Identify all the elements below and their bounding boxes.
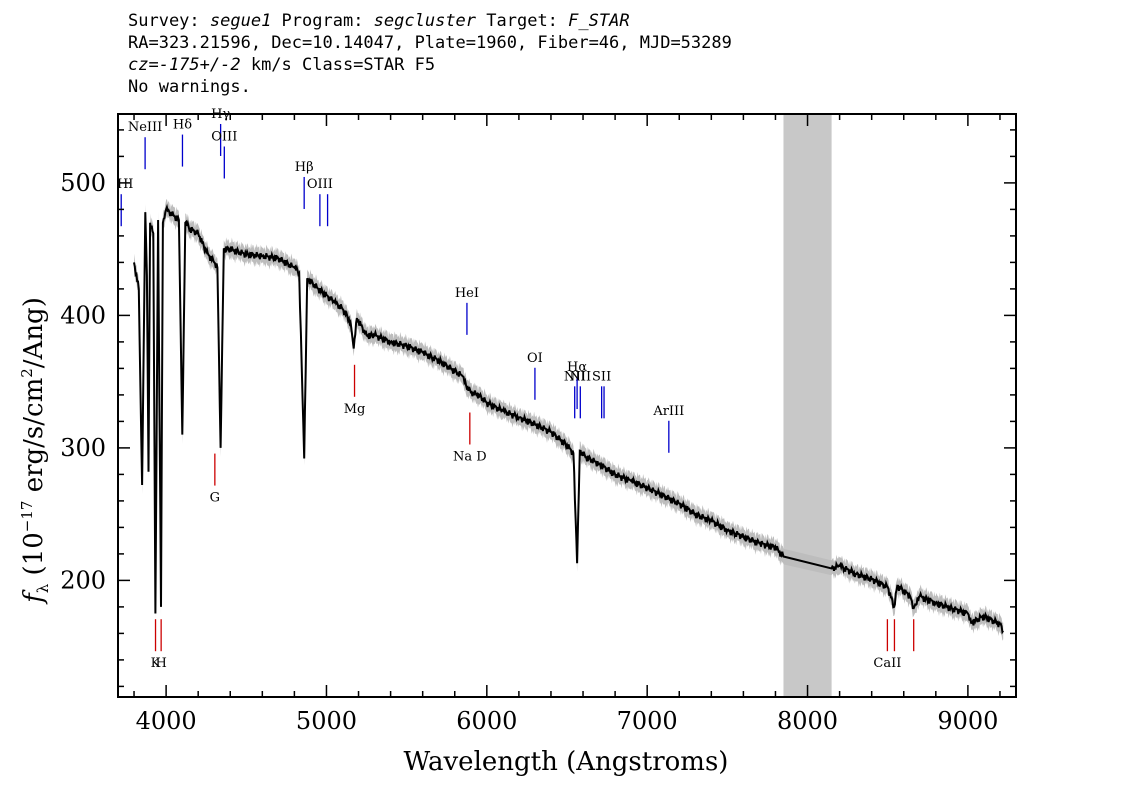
x-tick-label: 8000 (777, 707, 838, 735)
y-tick-label: 300 (60, 434, 106, 462)
spectral-line-label: K (151, 656, 161, 671)
x-tick-label: 9000 (937, 707, 998, 735)
spectral-line-label: Mg (344, 402, 366, 417)
program-label: Program: (271, 11, 374, 31)
spectral-line-label: G (210, 491, 220, 506)
redshift-value: cz=-175+/-2 (128, 55, 241, 75)
target-value: F_STAR (568, 11, 630, 31)
axes-layer: 4000 5000 6000 7000 8000 9000 200 300 400 500 (60, 113, 1017, 735)
x-tick-label: 5000 (296, 707, 357, 735)
error-band (134, 198, 1004, 641)
spectral-line-label: Ηβ (295, 160, 314, 175)
spectral-line-label: Ηδ (173, 118, 192, 133)
spectral-line-label: SII (592, 369, 611, 384)
target-label: Target: (476, 11, 569, 31)
header-line-2: RA=323.21596, Dec=10.14047, Plate=1960, … (128, 33, 732, 53)
spectral-line-label: Ηα (567, 360, 587, 375)
spectrum-header: Survey: segue1 Program: segcluster Targe… (128, 10, 732, 98)
x-tick-label: 7000 (617, 707, 678, 735)
program-value: segcluster (373, 11, 477, 31)
spectral-line-label: Na D (453, 450, 487, 465)
x-axis-title: Wavelength (Angstroms) (404, 747, 729, 777)
header-line-1: Survey: segue1 Program: segcluster Targe… (128, 10, 732, 32)
spectral-line-label: HeI (455, 286, 479, 301)
y-tick-label: 200 (60, 566, 106, 594)
survey-value: segue1 (209, 11, 272, 31)
masked-region (783, 114, 832, 697)
spectral-line-label: NII (564, 369, 586, 384)
spectrum-layer (133, 203, 1005, 635)
error-band-layer (134, 198, 1004, 641)
y-tick-label: 500 (60, 169, 106, 197)
spectral-line-label: NII (569, 369, 591, 384)
spectral-line-label: OI (527, 351, 543, 366)
plot-frame (117, 113, 1017, 698)
class-text: km/s Class=STAR F5 (240, 55, 436, 75)
header-line-3: cz=-175+/-2 km/s Class=STAR F5 (128, 54, 732, 76)
spectral-line-label: OIII (307, 177, 333, 192)
masked-region-layer (783, 114, 832, 697)
survey-label: Survey: (128, 11, 210, 31)
y-axis-title: fλ (10−17 erg/s/cm2/Ang) (18, 297, 52, 605)
spectral-line-label: OIII (211, 130, 237, 145)
spectral-line-label: NeIII (128, 120, 162, 135)
y-tick-label: 400 (60, 301, 106, 329)
spectral-line-label: CaII (873, 656, 901, 671)
header-line-4: No warnings. (128, 77, 251, 97)
x-tick-label: 4000 (136, 707, 197, 735)
spectral-line-label: ΗΙ (117, 177, 133, 192)
spectral-line-label: H (155, 656, 166, 671)
x-tick-label: 6000 (456, 707, 517, 735)
spectrum-line (133, 203, 1005, 635)
spectral-line-label: ArIII (652, 404, 684, 419)
